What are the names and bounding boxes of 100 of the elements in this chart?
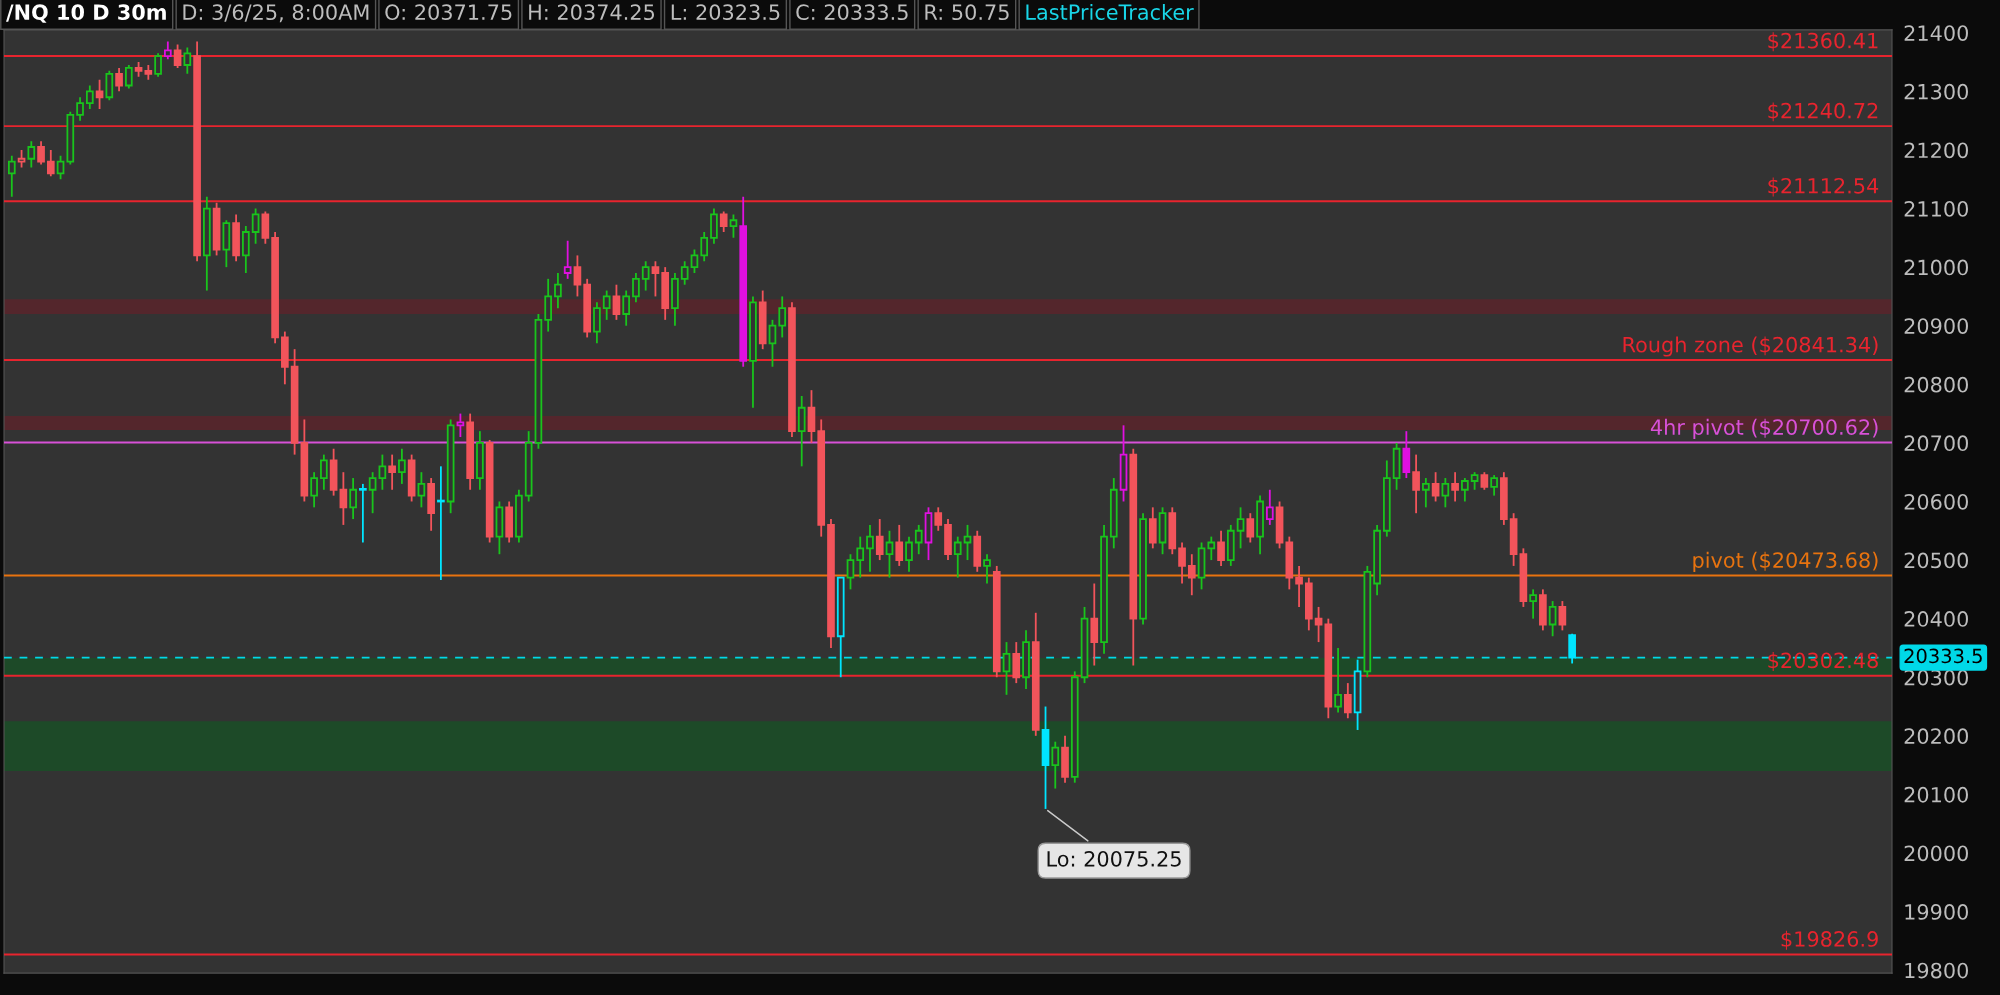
candlestick — [846, 553, 855, 591]
candlestick — [1529, 588, 1537, 620]
candlestick — [349, 477, 357, 520]
candlestick — [1178, 541, 1186, 585]
candlestick — [56, 154, 65, 181]
candlestick — [85, 84, 94, 110]
candlestick — [895, 524, 904, 567]
candlestick — [602, 289, 611, 321]
candlestick — [778, 295, 787, 339]
candlestick — [797, 395, 806, 468]
y-tick-label: 20300 — [1904, 669, 1968, 686]
candlestick — [251, 207, 260, 245]
text: D: 3/6/25, 8:00AM — [183, 4, 369, 23]
candlestick — [37, 140, 45, 166]
candlestick — [934, 506, 943, 532]
candlestick — [680, 260, 689, 286]
annotation: Lo: 20075.25 — [1047, 850, 1181, 867]
candlestick — [7, 154, 16, 198]
candlestick — [1558, 600, 1567, 632]
candlestick — [905, 535, 913, 573]
candlestick — [1334, 647, 1342, 714]
candlestick — [768, 318, 777, 368]
candlestick — [719, 210, 728, 233]
candlestick — [729, 213, 738, 239]
candlestick — [612, 283, 621, 321]
ref-line-label: pivot ($20473.68) — [1693, 551, 1878, 572]
candlestick — [807, 389, 816, 444]
candlestick — [339, 471, 348, 526]
text: LastPriceTracker — [1026, 3, 1194, 21]
candlestick — [1187, 553, 1196, 597]
candlestick — [76, 96, 84, 122]
candlestick — [1344, 682, 1352, 720]
candlestick — [953, 535, 962, 579]
y-tick-label: 20000 — [1904, 845, 1968, 862]
candlestick — [700, 231, 709, 263]
y-tick-label: 20800 — [1904, 376, 1968, 393]
candlestick — [1012, 641, 1021, 685]
candlestick — [875, 518, 884, 561]
y-tick-label: 20100 — [1904, 786, 1968, 803]
text: H: 20374.25 — [529, 4, 655, 21]
candlestick — [1490, 474, 1498, 497]
y-tick-label: 21400 — [1904, 25, 1968, 41]
candlestick — [1051, 740, 1060, 790]
y-tick-label: 21100 — [1904, 200, 1968, 217]
candlestick — [1265, 488, 1274, 526]
candlestick — [544, 277, 552, 333]
candlestick — [95, 78, 104, 110]
y-tick-label: 20600 — [1904, 493, 1968, 510]
candlestick — [242, 225, 250, 274]
candlestick — [632, 272, 640, 304]
candlestick — [1217, 529, 1225, 567]
candlestick — [1148, 506, 1157, 550]
candlestick — [856, 535, 865, 579]
y-tick-label: 21000 — [1904, 259, 1968, 276]
candlestick — [1412, 453, 1420, 515]
candlestick — [115, 67, 123, 93]
candlestick — [710, 207, 718, 245]
candlestick — [183, 46, 192, 75]
candlestick — [554, 272, 562, 310]
ref-line-label: $20302.48 — [1768, 652, 1878, 671]
candlestick — [563, 239, 572, 280]
ref-line-label: $19826.9 — [1781, 930, 1878, 950]
y-tick-label: 20900 — [1904, 318, 1968, 334]
candlestick — [1236, 506, 1245, 550]
y-tick-label: 20500 — [1904, 552, 1968, 569]
candlestick — [378, 453, 387, 491]
candlestick — [622, 289, 631, 327]
candlestick — [1568, 632, 1576, 665]
y-tick-label: 19900 — [1905, 904, 1968, 920]
candlestick — [388, 453, 396, 491]
candlestick — [651, 260, 660, 298]
candlestick — [417, 471, 426, 509]
candlestick — [1295, 565, 1303, 608]
candlestick — [124, 64, 133, 90]
candlestick — [885, 529, 894, 579]
y-tick-label: 21200 — [1904, 142, 1968, 159]
ref-line-label: Rough zone ($20841.34) — [1623, 336, 1878, 357]
ref-line-label: $21360.41 — [1768, 32, 1878, 52]
candlestick — [573, 254, 582, 298]
candlestick — [1246, 512, 1255, 544]
candlestick — [641, 260, 650, 292]
candlestick — [866, 524, 874, 573]
ref-line-label: $21240.72 — [1768, 102, 1878, 122]
candlestick — [261, 210, 270, 245]
candlestick — [1431, 471, 1440, 503]
candlestick — [1422, 477, 1430, 509]
candlestick — [310, 471, 318, 509]
chart-title: /NQ 10 D 30m — [6, 4, 166, 23]
candlestick — [173, 43, 182, 69]
candlestick — [46, 149, 55, 178]
text: O: 20371.75 — [385, 4, 512, 21]
candlestick — [437, 465, 445, 581]
candlestick — [1461, 477, 1469, 503]
candlestick — [1548, 600, 1557, 638]
candlestick — [359, 482, 367, 544]
y-tick-label: 20200 — [1904, 728, 1968, 745]
candlestick — [1451, 471, 1459, 503]
ref-line-label: 20333.5 — [1904, 648, 1982, 664]
candlestick — [320, 453, 328, 491]
candlestick — [1002, 641, 1011, 696]
